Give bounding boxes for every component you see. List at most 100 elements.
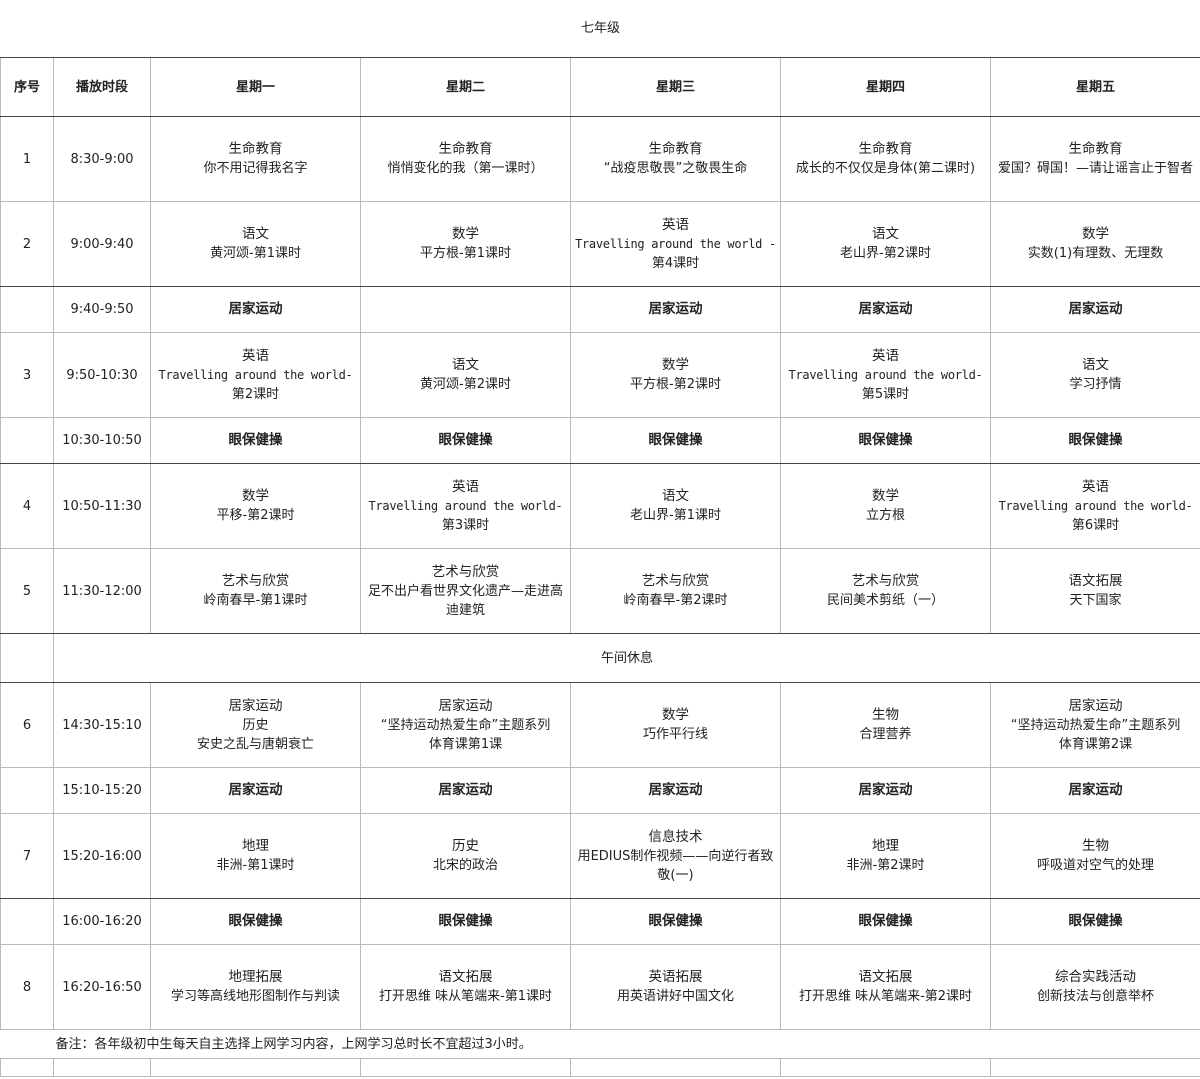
subject-name: 语文 [242,226,269,242]
schedule-cell: 居家运动 [150,286,361,333]
schedule-cell: 居家运动 [150,767,361,814]
schedule-cell: 语文 学习抒情 [989,332,1200,418]
blank-row [0,1058,1200,1077]
header-col-thursday: 星期四 [780,57,991,117]
schedule-cell: 数学 实数(1)有理数、无理数 [989,201,1200,287]
subject-name: 眼保健操 [228,913,283,929]
time-slot: 16:00-16:20 [53,898,151,945]
lesson-title: 历史 [242,717,269,733]
row-number: 1 [0,116,54,202]
lesson-title: 非洲-第1课时 [216,858,295,873]
break-row: 10:30-10:50 眼保健操 眼保健操 眼保健操 眼保健操 眼保健操 [0,417,1200,464]
time-slot: 11:30-12:00 [53,548,151,634]
subject-name: 语文拓展 [858,969,913,985]
lesson-title: 打开思维 味从笔端来-第1课时 [378,989,553,1004]
empty-cell [780,1058,991,1077]
schedule-cell: 眼保健操 [360,898,571,945]
subject-name: 艺术与欣赏 [431,563,500,580]
subject-name: 居家运动 [648,782,703,798]
schedule-cell: 生命教育 爱国？碍国！—请让谣言止于智者 [989,116,1200,202]
schedule-cell: 数学 平移-第2课时 [150,463,361,549]
subject-name: 英语 [1082,478,1110,495]
lesson-title: 安史之乱与唐朝衰亡 [196,736,314,752]
empty-cell [570,1058,781,1077]
header-col-time: 播放时段 [53,57,151,117]
subject-name: 艺术与欣赏 [851,573,920,589]
class-row: 2 9:00-9:40 语文 黄河颂-第1课时 数学 平方根-第1课时 英语 Travelli… [0,201,1200,287]
subject-name: 英语 [242,347,269,364]
title-row: 七年级 [0,0,1200,58]
lesson-title: 平方根-第2课时 [630,377,721,392]
subject-name: 英语 [452,478,479,495]
schedule-cell: 居家运动 [780,767,991,814]
subject-name: 居家运动 [858,782,913,798]
lesson-title: Travelling around the world- [368,498,563,513]
lesson-title: 民间美术剪纸（一） [826,593,944,608]
schedule-cell: 居家运动 [570,767,781,814]
header-col-friday: 星期五 [989,57,1200,117]
schedule-cell: 地理 非洲-第2课时 [780,813,991,899]
lesson-title: 第5课时 [861,386,910,402]
row-number: 4 [0,463,54,549]
subject-name: 数学 [662,707,689,723]
lesson-title: 黄河颂-第1课时 [210,246,301,261]
schedule-cell: 居家运动 [570,286,781,333]
subject-name: 居家运动 [228,697,283,714]
lesson-title: 呼吸道对空气的处理 [1037,858,1155,873]
time-slot: 9:00-9:40 [53,201,151,287]
lesson-title: 第2课时 [231,386,280,402]
empty-cell [0,633,54,683]
subject-name: 地理 [242,838,269,854]
lesson-title: 足不出户看世界文化遗产—走进高迪建筑 [367,583,563,618]
subject-name: 数学 [452,226,479,242]
subject-name: 语文 [662,488,689,504]
schedule-cell: 英语 Travelling around the world- 第6课时 [989,463,1200,549]
subject-name: 语文拓展 [1068,573,1123,589]
schedule-cell: 信息技术 用EDIUS制作视频——向逆行者致敬(一) [570,813,781,899]
subject-name: 历史 [452,838,479,854]
schedule-cell: 艺术与欣赏民间美术剪纸（一） [780,548,991,634]
lesson-title: 平移-第2课时 [216,508,295,523]
lesson-title: “战疫思敬畏”之敬畏生命 [603,161,748,176]
schedule-cell: 数学 巧作平行线 [570,682,781,768]
schedule-cell: 居家运动 [780,286,991,333]
schedule-cell: 眼保健操 [780,898,991,945]
schedule-cell: 眼保健操 [570,417,781,464]
subject-name: 数学 [662,357,689,373]
lesson-title: 用英语讲好中国文化 [616,989,734,1004]
schedule-cell: 居家运动 [989,767,1200,814]
schedule-cell: 生命教育 悄悄变化的我（第一课时） [360,116,571,202]
schedule-cell: 眼保健操 [150,417,361,464]
subject-name: 艺术与欣赏 [641,573,710,589]
schedule-cell: 眼保健操 [570,898,781,945]
time-slot: 9:40-9:50 [53,286,151,333]
schedule-cell: 眼保健操 [989,898,1200,945]
schedule-cell: 数学 立方根 [780,463,991,549]
header-col-wednesday: 星期三 [570,57,781,117]
schedule-cell: 语文拓展 打开思维 味从笔端来-第2课时 [780,944,991,1030]
schedule-cell: 生物 呼吸道对空气的处理 [989,813,1200,899]
lesson-title: 你不用记得我名字 [203,161,308,176]
schedule-cell: 眼保健操 [150,898,361,945]
lesson-title: 创新技法与创意举杯 [1037,989,1155,1004]
class-row: 5 11:30-12:00 艺术与欣赏 岭南春早-第1课时 艺术与欣赏 足不出户看世界文化… [0,548,1200,634]
subject-name: 语文拓展 [438,969,493,985]
break-row: 15:10-15:20 居家运动 居家运动 居家运动 居家运动 居家运动 [0,767,1200,814]
lesson-title: Travelling around the world - [575,236,776,251]
schedule-cell: 居家运动 [989,286,1200,333]
time-slot: 15:10-15:20 [53,767,151,814]
schedule-cell [360,286,571,333]
subject-name: 信息技术 [648,828,703,845]
lesson-title: 北宋的政治 [432,858,498,873]
lesson-title: 岭南春早-第2课时 [623,593,728,608]
subject-name: 居家运动 [228,301,283,317]
subject-name: 居家运动 [1068,782,1123,798]
schedule-cell: 居家运动 [360,767,571,814]
empty-cell [0,1058,54,1077]
lesson-title: 学习等高线地形图制作与判读 [170,989,340,1004]
time-slot: 8:30-9:00 [53,116,151,202]
subject-name: 眼保健操 [1068,913,1123,929]
subject-name: 生命教育 [1068,141,1123,157]
schedule-cell: 语文 老山界-第1课时 [570,463,781,549]
